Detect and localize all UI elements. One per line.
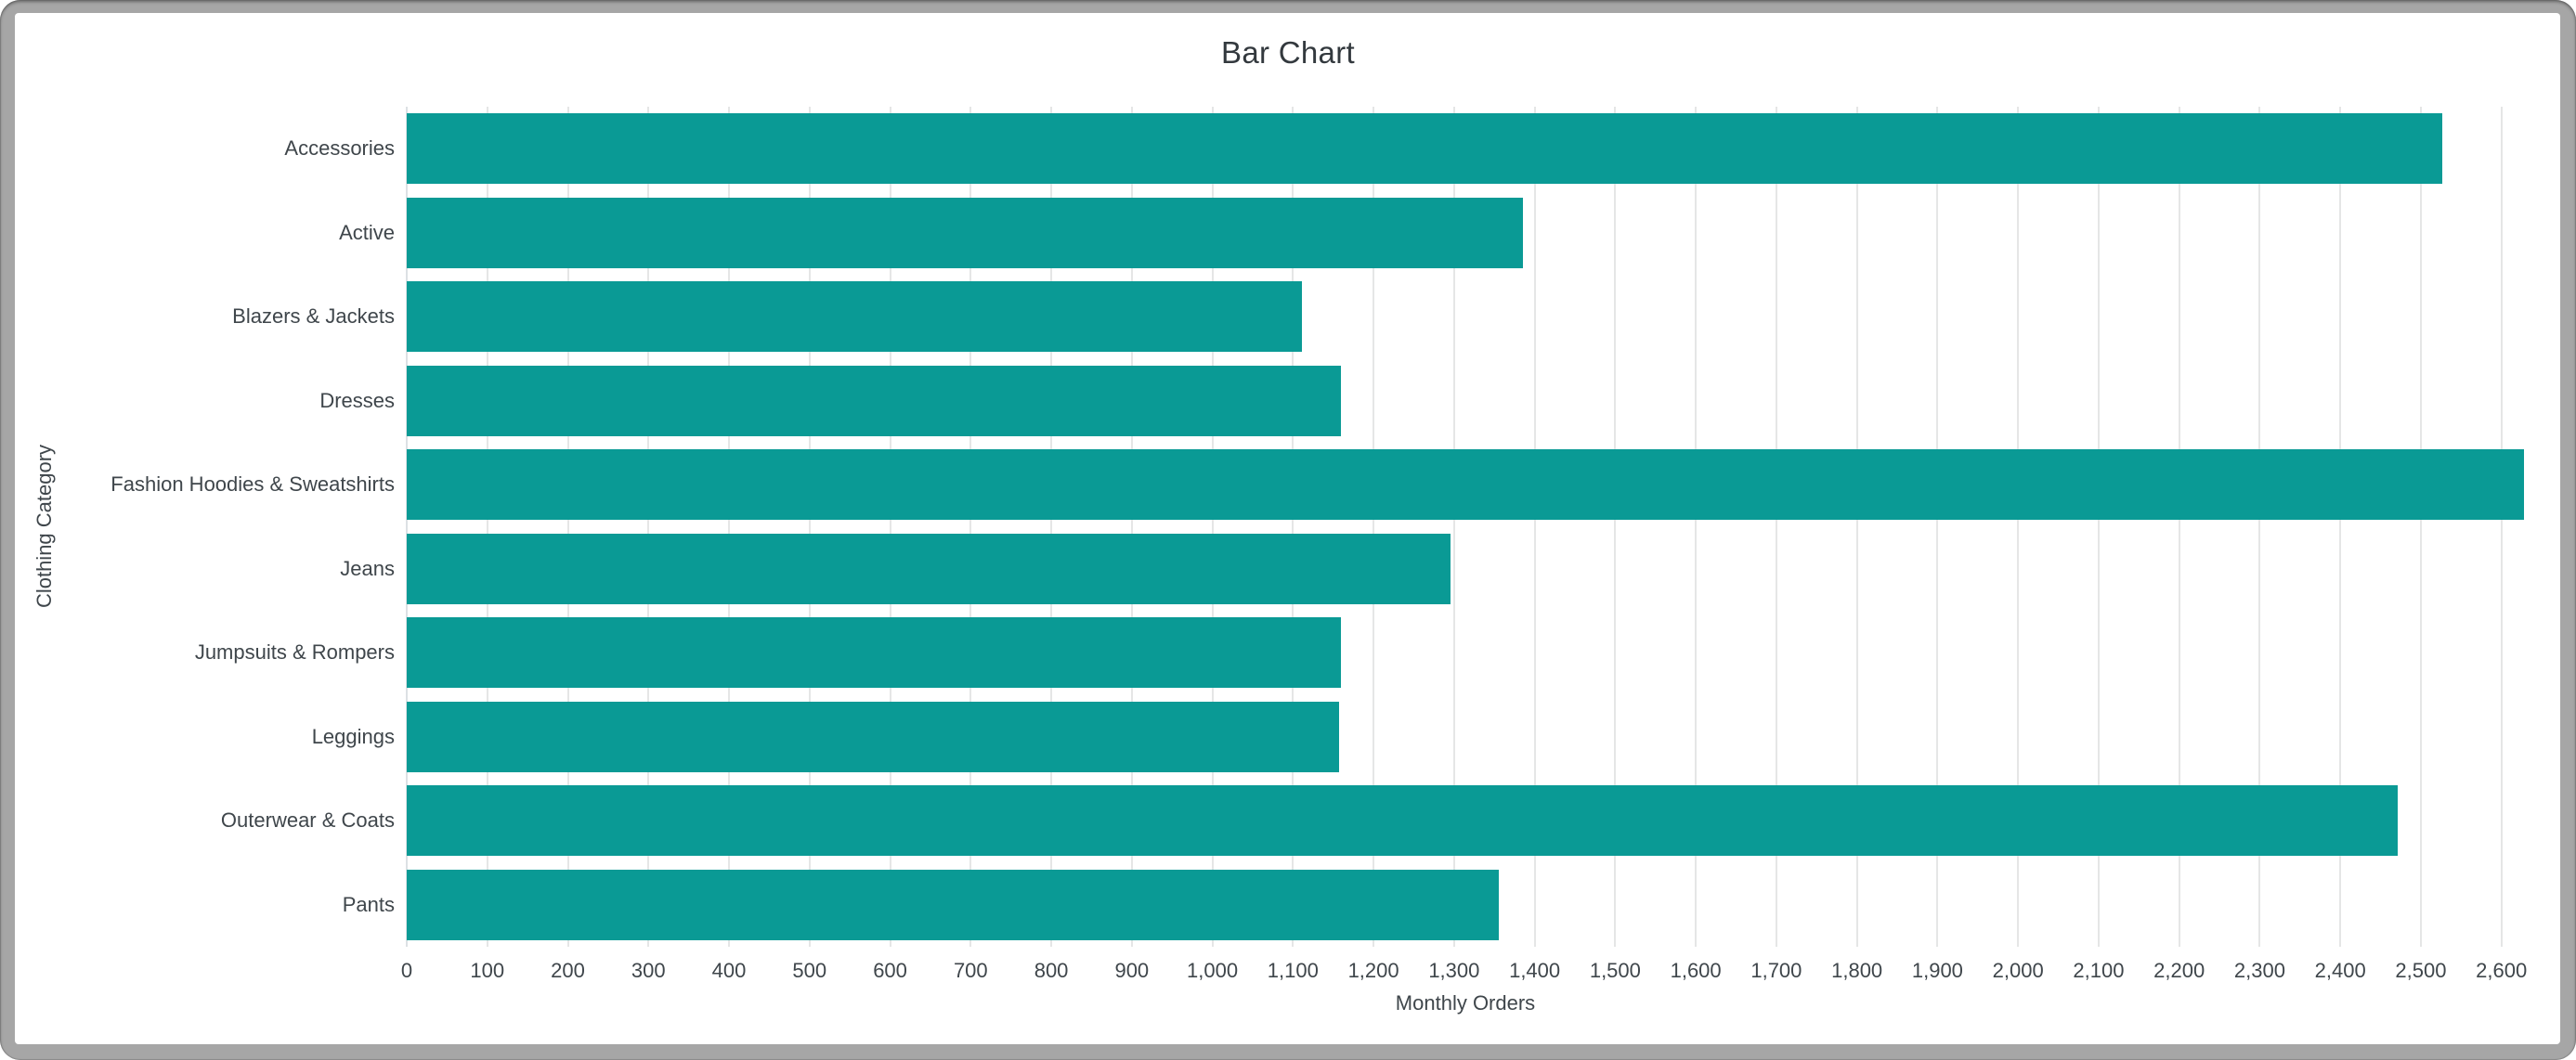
x-tick-label: 1,300	[1428, 959, 1480, 982]
y-category-label: Accessories	[284, 136, 395, 160]
x-tick-label: 2,600	[2476, 959, 2528, 982]
plot-area	[406, 107, 2524, 947]
x-tick-label: 1,100	[1267, 959, 1319, 982]
y-category-label: Active	[339, 220, 395, 244]
gridline	[2258, 107, 2261, 947]
gridline	[728, 107, 731, 947]
x-tick-label: 300	[631, 959, 666, 982]
gridline	[2097, 107, 2100, 947]
gridline	[1373, 107, 1375, 947]
x-tick-label: 1,600	[1670, 959, 1722, 982]
bar	[407, 365, 1342, 436]
gridline	[566, 107, 569, 947]
y-category-label: Fashion Hoodies & Sweatshirts	[111, 472, 395, 496]
x-tick-label: 400	[711, 959, 747, 982]
bar	[407, 785, 2398, 857]
y-category-label: Jeans	[340, 556, 395, 580]
x-axis-title: Monthly Orders	[1395, 991, 1536, 1015]
gridline	[1614, 107, 1617, 947]
x-tick-label: 2,000	[1992, 959, 2044, 982]
x-tick-label: 1,400	[1509, 959, 1561, 982]
bar	[407, 281, 1302, 353]
x-tick-label: 600	[873, 959, 907, 982]
gridline	[889, 107, 891, 947]
x-tick-label: 500	[792, 959, 827, 982]
x-tick-label: 1,500	[1589, 959, 1641, 982]
bar	[407, 533, 1451, 604]
x-tick-label: 1,000	[1187, 959, 1239, 982]
x-axis-tick-labels: 0 100 200 300 400 500 600 700 800 900 1,000 1,100 1,…	[0, 959, 2576, 987]
bar	[407, 701, 1339, 772]
gridline	[1533, 107, 1536, 947]
gridline	[1936, 107, 1939, 947]
y-category-label: Jumpsuits & Rompers	[194, 640, 395, 664]
y-axis-labels: Accessories Active Blazers & Jackets Dresse…	[0, 107, 395, 947]
gridline	[2017, 107, 2020, 947]
x-tick-label: 1,900	[1911, 959, 1963, 982]
bar	[407, 197, 1524, 268]
x-tick-label: 2,400	[2314, 959, 2366, 982]
x-tick-label: 100	[470, 959, 505, 982]
gridline	[486, 107, 488, 947]
gridline	[1211, 107, 1214, 947]
bar	[407, 617, 1342, 689]
y-category-label: Blazers & Jackets	[232, 304, 395, 328]
y-category-label: Leggings	[311, 724, 395, 748]
x-tick-label: 800	[1034, 959, 1069, 982]
gridline	[808, 107, 811, 947]
y-axis-line	[406, 107, 408, 947]
gridline	[1292, 107, 1295, 947]
bar	[407, 869, 1500, 940]
y-category-label: Dresses	[319, 388, 395, 412]
bar	[407, 113, 2443, 185]
x-tick-label: 2,500	[2395, 959, 2447, 982]
gridline	[1775, 107, 1777, 947]
gridline	[1452, 107, 1455, 947]
gridline	[1050, 107, 1053, 947]
bar	[407, 449, 2524, 521]
y-category-label: Outerwear & Coats	[220, 808, 395, 832]
x-tick-label: 1,700	[1750, 959, 1802, 982]
gridline	[1855, 107, 1858, 947]
x-tick-label: 2,200	[2153, 959, 2205, 982]
gridline	[647, 107, 650, 947]
gridline	[2178, 107, 2180, 947]
gridline	[969, 107, 972, 947]
gridline	[2419, 107, 2422, 947]
chart-title: Bar Chart	[1221, 35, 1355, 70]
x-tick-label: 1,800	[1831, 959, 1883, 982]
gridline	[2500, 107, 2503, 947]
x-tick-label: 2,100	[2073, 959, 2125, 982]
gridline	[1695, 107, 1698, 947]
x-tick-label: 2,300	[2233, 959, 2285, 982]
x-tick-label: 900	[1114, 959, 1150, 982]
x-tick-label: 700	[953, 959, 988, 982]
x-tick-label: 1,200	[1347, 959, 1399, 982]
gridline	[1130, 107, 1133, 947]
x-tick-label: 200	[551, 959, 585, 982]
x-tick-label: 0	[400, 959, 413, 982]
y-category-label: Pants	[342, 892, 395, 916]
gridline	[2339, 107, 2342, 947]
